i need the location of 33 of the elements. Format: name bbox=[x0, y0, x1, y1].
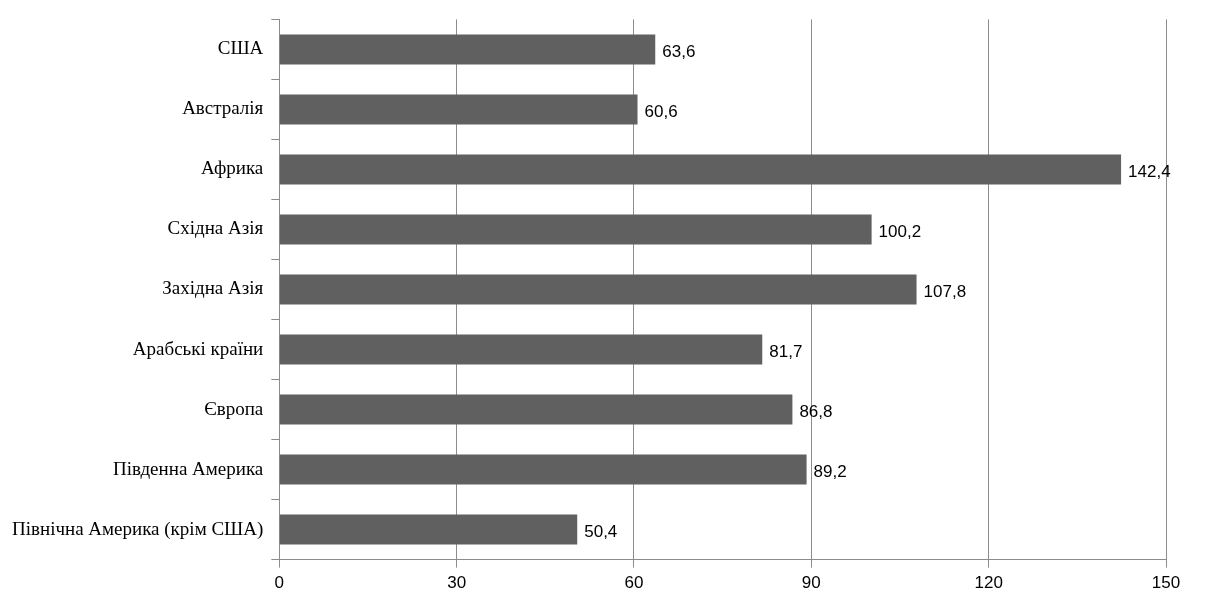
bar bbox=[279, 514, 578, 545]
data-label: 60,6 bbox=[644, 102, 678, 122]
data-label: 81,7 bbox=[769, 342, 803, 362]
bar bbox=[279, 94, 638, 125]
y-tick-label: Європа bbox=[204, 397, 264, 419]
data-label: 86,8 bbox=[799, 402, 833, 422]
bar bbox=[279, 34, 656, 65]
bar bbox=[279, 334, 763, 365]
data-label: 107,8 bbox=[923, 282, 967, 302]
data-label: 50,4 bbox=[584, 522, 618, 542]
bar bbox=[279, 394, 793, 425]
bar bbox=[279, 154, 1122, 185]
x-tick-label: 120 bbox=[974, 573, 1003, 593]
data-label: 100,2 bbox=[878, 222, 922, 242]
x-tick-label: 30 bbox=[447, 573, 467, 593]
x-tick-label: 90 bbox=[801, 573, 821, 593]
y-tick-label: США bbox=[217, 37, 264, 59]
y-tick-label: Північна Америка (крім США) bbox=[12, 517, 264, 540]
x-tick-label: 0 bbox=[274, 573, 285, 593]
y-tick-label: Африка bbox=[200, 157, 264, 179]
bar bbox=[279, 274, 917, 305]
bar bbox=[279, 214, 872, 245]
y-tick-label: Арабські країни bbox=[132, 337, 264, 359]
x-tick-label: 60 bbox=[624, 573, 644, 593]
data-label: 142,4 bbox=[1128, 162, 1171, 182]
y-tick-label: Східна Азія bbox=[167, 217, 264, 239]
x-tick-label: 150 bbox=[1151, 573, 1181, 593]
y-tick-label: Австралія bbox=[182, 97, 264, 119]
data-label: 63,6 bbox=[662, 42, 696, 62]
bar bbox=[279, 454, 807, 485]
y-tick-label: Західна Азія bbox=[162, 277, 264, 299]
data-label: 89,2 bbox=[813, 462, 847, 482]
y-tick-label: Південна Америка bbox=[112, 457, 264, 479]
